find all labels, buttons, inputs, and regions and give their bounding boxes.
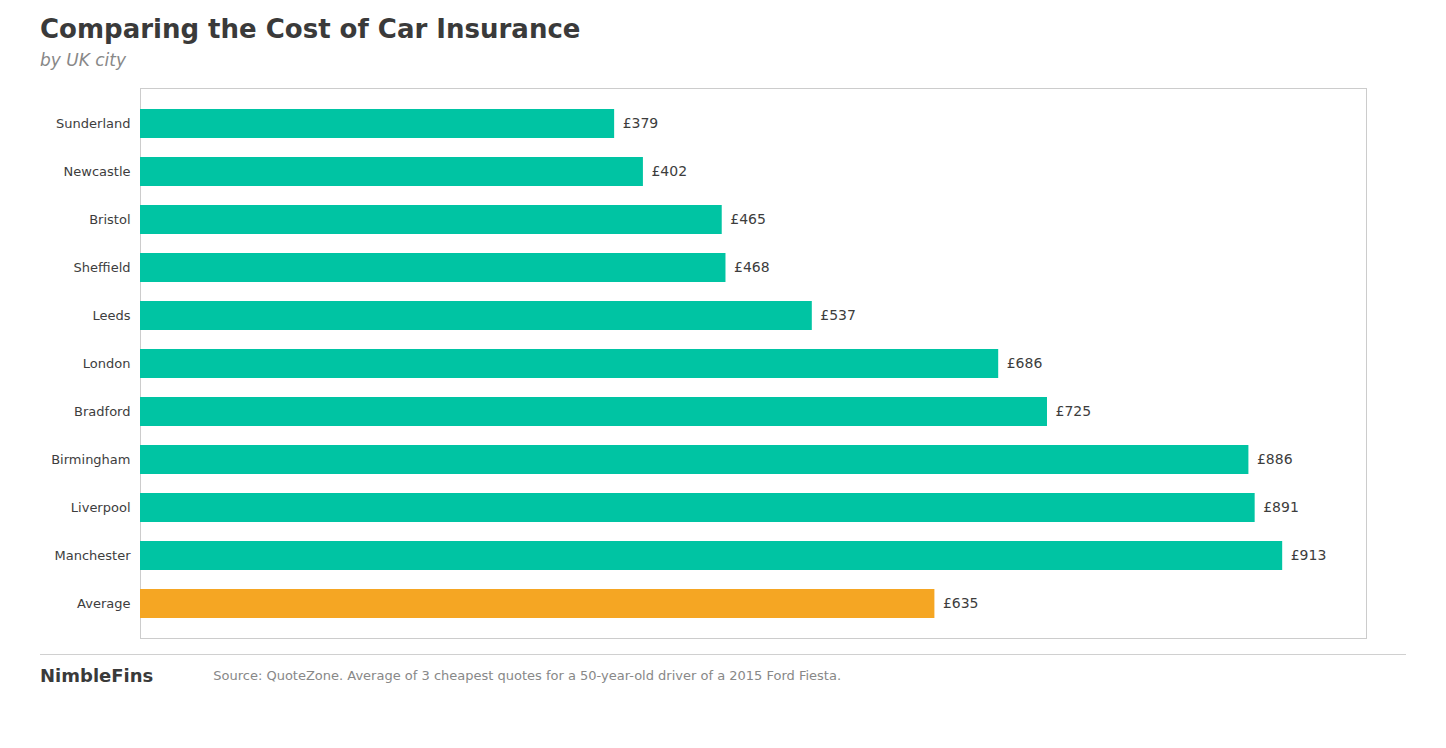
svg-text:Sheffield: Sheffield [74,260,131,275]
svg-text:Liverpool: Liverpool [71,500,131,515]
svg-text:London: London [83,356,131,371]
svg-text:£891: £891 [1263,499,1299,515]
svg-text:£537: £537 [820,307,856,323]
html-text:NimbleFins: NimbleFins [40,665,154,686]
svg-text:£379: £379 [623,115,659,131]
svg-text:Bristol: Bristol [89,212,130,227]
svg-text:Bradford: Bradford [74,404,130,419]
svg-text:Birmingham: Birmingham [51,452,130,467]
svg-text:Average: Average [77,596,130,611]
svg-text:£686: £686 [1007,355,1043,371]
svg-text:Manchester: Manchester [54,548,131,563]
svg-text:£725: £725 [1055,403,1091,419]
svg-text:£465: £465 [730,211,766,227]
svg-text:£635: £635 [943,595,979,611]
svg-text:£468: £468 [734,259,770,275]
svg-text:Leeds: Leeds [92,308,130,323]
html-text:Source: QuoteZone. Average of: Source: QuoteZone. Average of 3 cheapest… [213,668,841,683]
svg-text:Newcastle: Newcastle [64,164,131,179]
svg-text:Sunderland: Sunderland [56,116,130,131]
html-text:Comparing the Cost of Car Insu: Comparing the Cost of Car Insurance [40,14,581,44]
svg-text:£913: £913 [1291,547,1327,563]
html-text:by UK city: by UK city [40,50,126,70]
svg-text:£886: £886 [1257,451,1293,467]
svg-text:£402: £402 [651,163,687,179]
